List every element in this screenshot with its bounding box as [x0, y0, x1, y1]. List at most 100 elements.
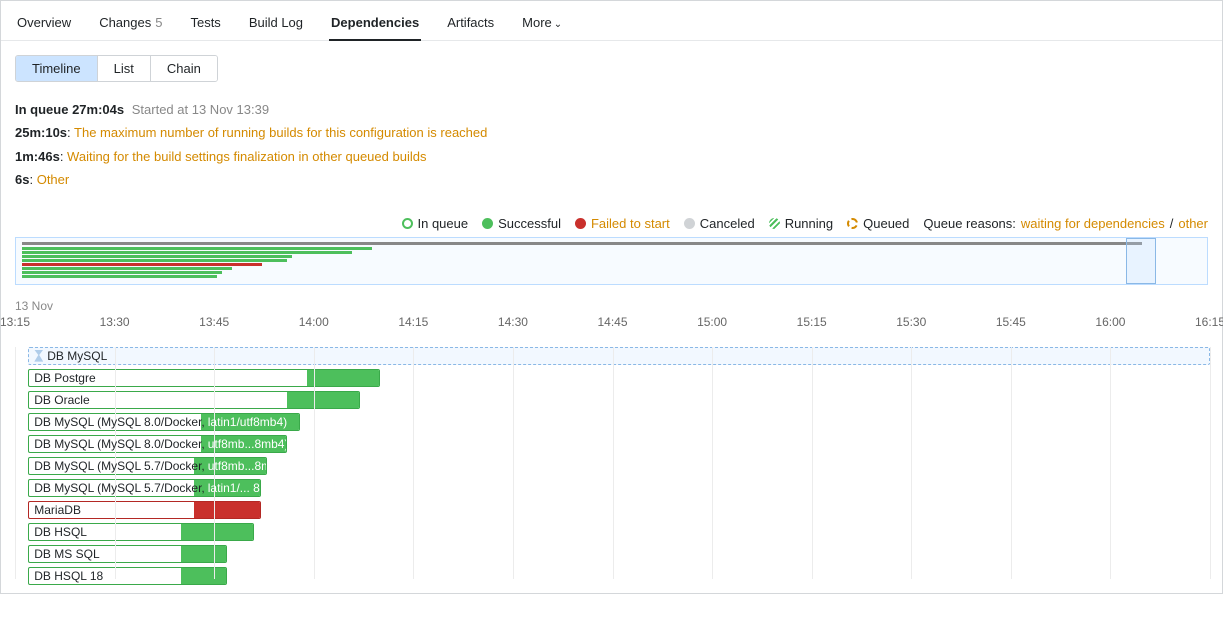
bar-suffix: latin1/utf8mb4)	[205, 415, 287, 429]
queue-reason: 25m:10s: The maximum number of running b…	[15, 121, 1208, 144]
gantt-row[interactable]: DB MySQL (MySQL 5.7/Docker,latin1/... 8m…	[15, 479, 1208, 499]
overview-chart[interactable]	[15, 237, 1208, 285]
gantt-chart[interactable]: DB MySQL DB Postgre DB Oracle DB MySQL (MyS…	[15, 347, 1208, 579]
bar-suffix: latin1/... 8mb4)	[205, 481, 261, 495]
view-selector: Timeline List Chain	[15, 55, 218, 82]
subtabs: Timeline List Chain	[1, 41, 1222, 82]
bar-label: DB Oracle	[34, 393, 89, 407]
axis-tick: 14:00	[299, 315, 329, 329]
bar-label: MariaDB	[34, 503, 81, 517]
gantt-bar[interactable]: DB MySQL (MySQL 8.0/Docker,latin1/utf8mb…	[28, 413, 300, 431]
tab-overview[interactable]: Overview	[15, 9, 73, 40]
gantt-row[interactable]: DB HSQL 18	[15, 567, 1208, 587]
time-axis: 13 Nov 13:1513:3013:4514:0014:1514:3014:…	[15, 285, 1208, 331]
tab-changes[interactable]: Changes5	[97, 9, 164, 40]
in-queue-label: In queue	[15, 102, 68, 117]
bar-label: DB MS SQL	[34, 547, 99, 561]
bar-label: DB MySQL	[47, 349, 107, 363]
axis-tick: 15:00	[697, 315, 727, 329]
queue-info: In queue 27m:04s Started at 13 Nov 13:39…	[1, 82, 1222, 212]
gantt-bar[interactable]: DB MS SQL	[28, 545, 227, 563]
bar-run-segment	[181, 567, 227, 585]
hourglass-icon	[34, 350, 43, 362]
overview-bar	[22, 251, 352, 254]
queue-reason: 6s: Other	[15, 168, 1208, 191]
gantt-bar[interactable]: DB Postgre	[28, 369, 380, 387]
gantt-row[interactable]: MariaDB	[15, 501, 1208, 521]
legend: In queue Successful Failed to start Canc…	[1, 212, 1222, 237]
gantt-bar[interactable]: MariaDB	[28, 501, 260, 519]
gridline	[1210, 347, 1211, 579]
gridline	[812, 347, 813, 579]
tab-chain[interactable]: Chain	[150, 56, 217, 81]
overview-bar	[22, 259, 287, 262]
gridline	[911, 347, 912, 579]
bar-run-segment	[287, 391, 360, 409]
gantt-row[interactable]: DB MySQL (MySQL 5.7/Docker,utf8mb...8mb4…	[15, 457, 1208, 477]
bar-run-segment	[181, 523, 254, 541]
gantt-bar[interactable]: DB MySQL (MySQL 5.7/Docker,utf8mb...8mb4…	[28, 457, 267, 475]
axis-tick: 16:15	[1195, 315, 1223, 329]
tab-list[interactable]: List	[97, 56, 150, 81]
gantt-bar[interactable]: DB Oracle	[28, 391, 360, 409]
bar-run-segment	[181, 545, 227, 563]
axis-tick: 16:00	[1095, 315, 1125, 329]
legend-reasons: Queue reasons: waiting for dependencies …	[923, 216, 1208, 231]
axis-tick: 14:30	[498, 315, 528, 329]
bar-label: DB MySQL (MySQL 5.7/Docker,	[34, 459, 205, 473]
bar-suffix: utf8mb...8mb4)	[205, 459, 268, 473]
chevron-down-icon: ⌄	[554, 19, 562, 30]
gantt-row[interactable]: DB MySQL	[15, 347, 1208, 367]
tab-build-log[interactable]: Build Log	[247, 9, 305, 40]
gridline	[314, 347, 315, 579]
gridline	[613, 347, 614, 579]
tab-timeline[interactable]: Timeline	[16, 56, 97, 81]
axis-date: 13 Nov	[15, 299, 1208, 313]
gantt-row[interactable]: DB MySQL (MySQL 8.0/Docker,latin1/utf8mb…	[15, 413, 1208, 433]
legend-queued: Queued	[847, 216, 909, 231]
legend-in-queue: In queue	[402, 216, 469, 231]
bar-run-segment	[194, 501, 260, 519]
axis-tick: 13:45	[199, 315, 229, 329]
gantt-bar-queued[interactable]: DB MySQL	[28, 347, 1210, 365]
axis-tick: 14:15	[398, 315, 428, 329]
overview-bar	[22, 255, 292, 258]
axis-tick: 13:15	[0, 315, 30, 329]
gantt-row[interactable]: DB HSQL	[15, 523, 1208, 543]
queue-reason: 1m:46s: Waiting for the build settings f…	[15, 145, 1208, 168]
legend-running: Running	[769, 216, 833, 231]
tab-dependencies[interactable]: Dependencies	[329, 9, 421, 40]
axis-tick: 15:45	[996, 315, 1026, 329]
gantt-row[interactable]: DB MS SQL	[15, 545, 1208, 565]
overview-bar	[22, 267, 232, 270]
bar-label: DB MySQL (MySQL 5.7/Docker,	[34, 481, 205, 495]
gridline	[413, 347, 414, 579]
gantt-bar[interactable]: DB MySQL (MySQL 5.7/Docker,latin1/... 8m…	[28, 479, 260, 497]
tab-more[interactable]: More⌄	[520, 9, 564, 40]
tab-tests[interactable]: Tests	[188, 9, 222, 40]
bar-label: DB MySQL (MySQL 8.0/Docker,	[34, 415, 205, 429]
gridline	[1011, 347, 1012, 579]
overview-bar	[22, 247, 372, 250]
legend-canceled: Canceled	[684, 216, 755, 231]
overview-bar	[22, 275, 217, 278]
bar-label: DB Postgre	[34, 371, 95, 385]
gantt-row[interactable]: DB Postgre	[15, 369, 1208, 389]
bar-label: DB HSQL 18	[34, 569, 103, 583]
gantt-row[interactable]: DB Oracle	[15, 391, 1208, 411]
overview-bar	[22, 263, 262, 266]
tab-artifacts[interactable]: Artifacts	[445, 9, 496, 40]
gantt-bar[interactable]: DB MySQL (MySQL 8.0/Docker,utf8mb...8mb4…	[28, 435, 287, 453]
bar-label: DB HSQL	[34, 525, 87, 539]
axis-tick: 13:30	[100, 315, 130, 329]
legend-successful: Successful	[482, 216, 561, 231]
gridline	[513, 347, 514, 579]
queue-duration: 27m:04s	[72, 102, 124, 117]
gantt-bar[interactable]: DB HSQL 18	[28, 567, 227, 585]
gantt-row[interactable]: DB MySQL (MySQL 8.0/Docker,utf8mb...8mb4…	[15, 435, 1208, 455]
bar-suffix: utf8mb...8mb4)	[205, 437, 287, 451]
gantt-bar[interactable]: DB HSQL	[28, 523, 254, 541]
overview-marker[interactable]	[1126, 238, 1156, 284]
gridline	[712, 347, 713, 579]
bar-label: DB MySQL (MySQL 8.0/Docker,	[34, 437, 205, 451]
